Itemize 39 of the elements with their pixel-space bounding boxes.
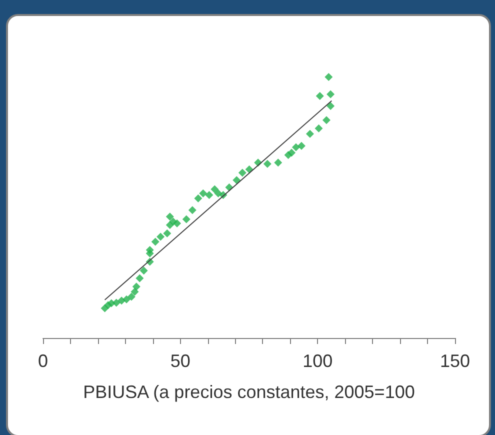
point: [292, 143, 300, 152]
x-tick-label: 150: [440, 351, 470, 371]
point: [326, 102, 335, 110]
point: [326, 90, 335, 98]
point: [199, 189, 208, 198]
point: [322, 116, 330, 124]
point: [297, 142, 306, 150]
point: [288, 148, 296, 157]
point: [166, 212, 174, 221]
point: [151, 238, 160, 246]
x-axis-title: PBIUSA (a precios constantes, 2005=100: [83, 382, 415, 402]
point: [316, 92, 324, 100]
point: [130, 288, 139, 296]
point: [173, 219, 182, 228]
point: [274, 158, 282, 167]
point: [156, 232, 165, 241]
point: [182, 215, 190, 224]
x-tick-label: 50: [170, 351, 190, 371]
point: [163, 229, 172, 238]
point: [324, 73, 333, 81]
point: [112, 298, 120, 307]
point: [314, 124, 323, 132]
x-tick-label: 0: [38, 351, 48, 371]
point: [188, 206, 196, 214]
point: [214, 189, 222, 198]
point: [205, 190, 214, 199]
point: [232, 176, 241, 184]
point: [194, 194, 202, 202]
x-tick-label: 100: [302, 351, 333, 371]
point: [132, 282, 140, 291]
point: [122, 295, 130, 304]
point: [136, 274, 144, 282]
point: [127, 292, 136, 301]
point: [140, 266, 148, 275]
point: [146, 246, 154, 254]
point: [210, 185, 219, 194]
point: [238, 168, 246, 177]
point: [263, 160, 272, 168]
point: [306, 130, 314, 138]
